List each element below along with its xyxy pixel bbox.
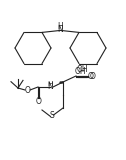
Text: H: H (58, 22, 63, 31)
Text: S: S (50, 112, 54, 120)
Text: O: O (88, 72, 94, 81)
Text: O: O (36, 97, 41, 106)
Text: OH: OH (76, 65, 88, 74)
Text: O: O (89, 72, 95, 81)
Text: OH: OH (74, 67, 86, 76)
Text: H: H (48, 80, 53, 87)
Text: N: N (48, 82, 53, 91)
Text: O: O (25, 85, 30, 95)
Text: N: N (58, 25, 63, 34)
